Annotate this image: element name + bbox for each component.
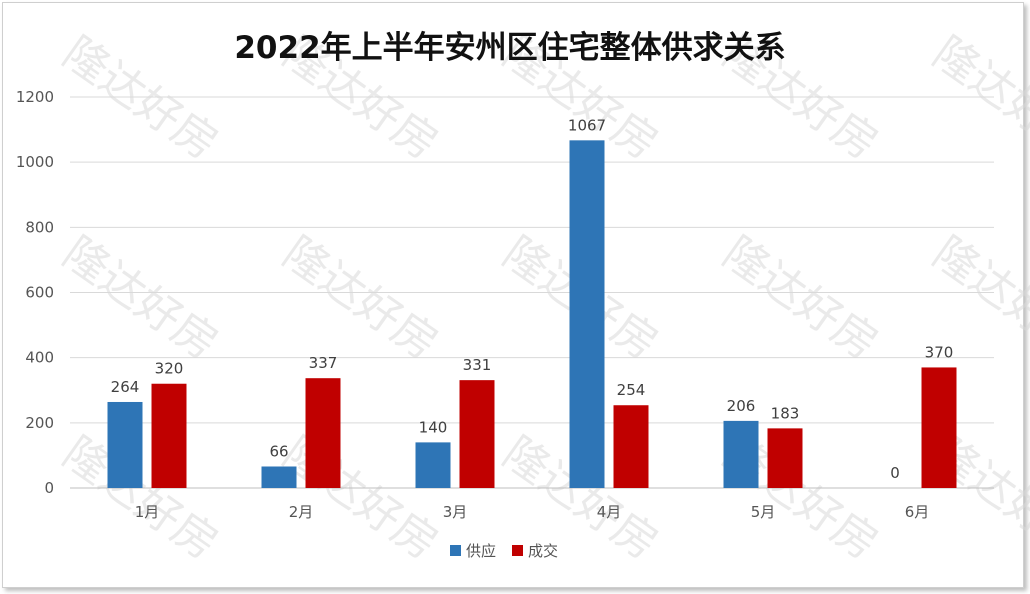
x-axis: 1月 2月 3月 4月 5月 6月 [135, 503, 930, 521]
y-tick-label: 600 [25, 284, 54, 302]
legend-swatch [450, 545, 461, 556]
watermark-text: 隆达好房 [54, 27, 227, 170]
y-tick-label: 1000 [16, 153, 54, 171]
watermark-text: 隆达好房 [714, 227, 887, 370]
bar-deal [459, 380, 495, 488]
data-label: 66 [269, 442, 288, 460]
bar-deal [305, 378, 341, 488]
data-label: 331 [463, 356, 492, 374]
data-label: 320 [155, 360, 184, 378]
y-tick-label: 0 [44, 479, 54, 497]
x-tick-label: 3月 [443, 503, 468, 521]
legend-label: 成交 [528, 542, 558, 560]
bar-deal [921, 367, 957, 488]
bar-deal [151, 383, 187, 488]
data-label: 183 [771, 404, 800, 422]
y-tick-label: 800 [25, 218, 54, 236]
watermark-text: 隆达好房 [274, 227, 447, 370]
watermark-text: 隆达好房 [924, 27, 1030, 170]
data-labels: 264 320 66 337 140 331 1067 254 206 183 0 370 [111, 116, 954, 482]
data-label: 0 [890, 464, 900, 482]
legend: 供应 成交 [450, 542, 558, 560]
bar-deal [613, 405, 649, 488]
data-label: 337 [309, 354, 338, 372]
y-tick-label: 200 [25, 414, 54, 432]
data-label: 370 [925, 343, 954, 361]
data-label: 254 [617, 381, 646, 399]
bar-supply [723, 420, 759, 488]
bars [107, 140, 957, 489]
x-tick-label: 2月 [289, 503, 314, 521]
chart-title: 2022年上半年安州区住宅整体供求关系 [234, 30, 785, 66]
x-tick-label: 5月 [751, 503, 776, 521]
legend-swatch [512, 545, 523, 556]
bar-supply [415, 442, 451, 488]
y-tick-label: 1200 [16, 88, 54, 106]
watermark-text: 隆达好房 [54, 227, 227, 370]
data-label: 1067 [568, 116, 606, 134]
bar-supply [569, 140, 605, 489]
bar-supply [261, 466, 297, 488]
y-axis: 0 200 400 600 800 1000 1200 [16, 88, 54, 497]
x-tick-label: 1月 [135, 503, 160, 521]
bar-supply [107, 401, 143, 488]
x-tick-label: 6月 [905, 503, 930, 521]
x-tick-label: 4月 [597, 503, 622, 521]
bar-deal [767, 428, 803, 488]
gridlines [70, 96, 994, 489]
data-label: 140 [419, 418, 448, 436]
chart-frame [2, 2, 1024, 588]
data-label: 206 [727, 397, 756, 415]
y-tick-label: 400 [25, 349, 54, 367]
legend-label: 供应 [466, 542, 496, 560]
data-label: 264 [111, 378, 140, 396]
